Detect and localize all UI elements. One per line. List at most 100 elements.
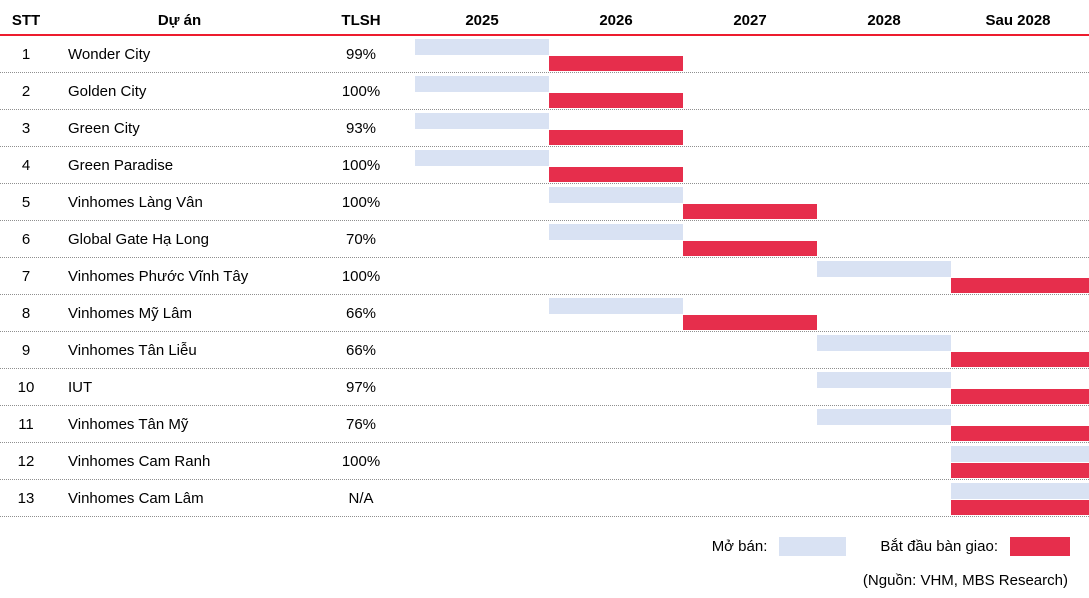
open-sale-bar (951, 483, 1089, 499)
open-sale-bar (415, 76, 549, 92)
row-timeline (415, 332, 1089, 368)
row-timeline (415, 73, 1085, 109)
row-timeline (415, 406, 1089, 442)
open-sale-bar (415, 113, 549, 129)
header-project: Dự án (157, 12, 202, 29)
row-stt-number: 3 (21, 119, 31, 137)
row-project-name: Vinhomes Cam Lâm (68, 489, 204, 507)
row-project-name: Vinhomes Làng Vân (68, 193, 203, 211)
row-stt-number: 8 (21, 304, 31, 322)
row-stt-number: 1 (21, 45, 31, 63)
row-project-name: IUT (68, 378, 93, 396)
open-sale-bar (817, 409, 951, 425)
header-year-2027: 2027 (733, 12, 767, 29)
open-sale-bar (415, 39, 549, 55)
row-tlsh-value: 100% (341, 156, 381, 174)
row-project-name: Green Paradise (68, 156, 174, 174)
row-project-name: Vinhomes Cam Ranh (68, 452, 211, 470)
table-row: 13 Vinhomes Cam Lâm N/A (0, 480, 1089, 517)
handover-bar (549, 167, 683, 182)
handover-bar (549, 93, 683, 108)
row-project-name: Vinhomes Tân Mỹ (68, 415, 189, 433)
row-stt-number: 2 (21, 82, 31, 100)
row-stt-number: 13 (17, 489, 35, 507)
row-project-name: Wonder City (68, 45, 151, 63)
open-sale-bar (951, 446, 1089, 462)
row-timeline (415, 36, 1085, 72)
handover-bar (951, 389, 1089, 404)
handover-bar (951, 352, 1089, 367)
row-timeline (415, 480, 1089, 516)
row-timeline (415, 110, 1085, 146)
open-sale-bar (415, 150, 549, 166)
row-timeline (415, 258, 1089, 294)
header-year-sau-2028: Sau 2028 (985, 12, 1051, 29)
table-row: 9 Vinhomes Tân Liễu 66% (0, 332, 1089, 369)
open-sale-bar (817, 335, 951, 351)
open-sale-bar (549, 298, 683, 314)
row-stt-number: 6 (21, 230, 31, 248)
row-stt-number: 5 (21, 193, 31, 211)
row-tlsh-value: 97% (345, 378, 377, 396)
row-tlsh-value: 100% (341, 267, 381, 285)
row-tlsh-value: 100% (341, 82, 381, 100)
open-sale-bar (549, 187, 683, 203)
row-project-name: Golden City (68, 82, 147, 100)
row-stt-number: 11 (18, 415, 34, 433)
row-tlsh-value: 66% (345, 304, 377, 322)
header-years: 2025 2026 2027 2028 Sau 2028 (415, 12, 1085, 29)
handover-bar (951, 500, 1089, 515)
row-timeline (415, 221, 1085, 257)
table-header-row: STT Dự án TLSH 2025 2026 2027 2028 Sau 2… (0, 0, 1089, 36)
handover-bar (683, 204, 817, 219)
row-timeline (415, 184, 1085, 220)
table-row: 10 IUT 97% (0, 369, 1089, 406)
row-project-name: Vinhomes Mỹ Lâm (68, 304, 192, 322)
row-tlsh-value: 100% (341, 452, 381, 470)
open-sale-bar (817, 372, 951, 388)
row-project-name: Green City (68, 119, 140, 137)
header-tlsh: TLSH (341, 12, 381, 29)
row-stt-number: 7 (21, 267, 31, 285)
table-row: 6 Global Gate Hạ Long 70% (0, 221, 1089, 258)
table-row: 3 Green City 93% (0, 110, 1089, 147)
handover-bar (951, 278, 1089, 293)
header-year-2025: 2025 (465, 12, 499, 29)
handover-swatch (1010, 537, 1070, 556)
header-stt: STT (11, 12, 41, 29)
row-timeline (415, 295, 1085, 331)
row-tlsh-value: 66% (345, 341, 377, 359)
row-tlsh-value: 100% (341, 193, 381, 211)
table-row: 2 Golden City 100% (0, 73, 1089, 110)
handover-bar (683, 241, 817, 256)
legend-handover-label: Bắt đầu bàn giao: (880, 538, 998, 555)
row-tlsh-value: 93% (345, 119, 377, 137)
open-sale-swatch (779, 537, 847, 556)
row-stt-number: 10 (17, 378, 35, 396)
handover-bar (683, 315, 817, 330)
row-tlsh-value: 70% (345, 230, 377, 248)
row-timeline (415, 369, 1089, 405)
table-row: 5 Vinhomes Làng Vân 100% (0, 184, 1089, 221)
row-stt-number: 4 (21, 156, 31, 174)
row-tlsh-value: 99% (345, 45, 377, 63)
legend-open-sale-label: Mở bán: (711, 538, 768, 555)
table-body: 1 Wonder City 99% 2 Golden City 100% 3 G… (0, 36, 1089, 517)
source-note: (Nguồn: VHM, MBS Research) (862, 572, 1068, 589)
row-tlsh-value: N/A (348, 489, 374, 507)
handover-bar (951, 463, 1089, 478)
row-stt-number: 9 (21, 341, 31, 359)
row-tlsh-value: 76% (345, 415, 377, 433)
handover-bar (951, 426, 1089, 441)
table-row: 12 Vinhomes Cam Ranh 100% (0, 443, 1089, 480)
open-sale-bar (817, 261, 951, 277)
table-row: 11 Vinhomes Tân Mỹ 76% (0, 406, 1089, 443)
open-sale-bar (549, 224, 683, 240)
table-row: 8 Vinhomes Mỹ Lâm 66% (0, 295, 1089, 332)
table-row: 1 Wonder City 99% (0, 36, 1089, 73)
legend: Mở bán: Bắt đầu bàn giao: (0, 537, 1089, 556)
row-project-name: Vinhomes Tân Liễu (68, 341, 197, 359)
header-year-2028: 2028 (867, 12, 901, 29)
table-row: 7 Vinhomes Phước Vĩnh Tây 100% (0, 258, 1089, 295)
